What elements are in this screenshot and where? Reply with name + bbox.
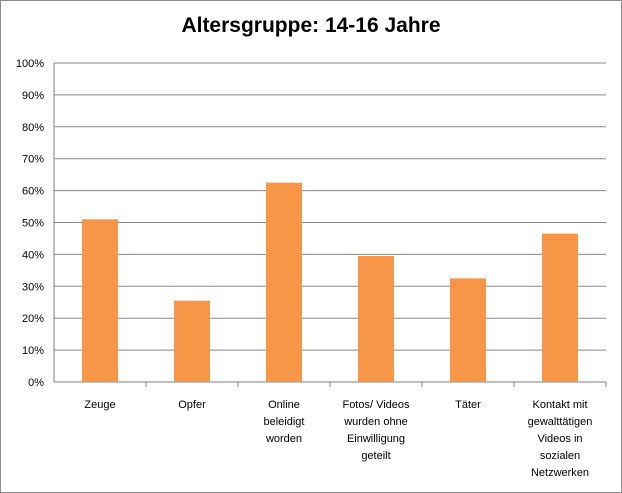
x-tick-label-line: Online xyxy=(268,399,300,411)
y-tick-label: 40% xyxy=(22,249,44,261)
x-tick-label-line: wurden ohne xyxy=(343,416,408,428)
x-tick-label-line: sozialen xyxy=(540,450,580,462)
x-tick-label-line: geteilt xyxy=(361,450,390,462)
y-tick-label: 30% xyxy=(22,281,44,293)
x-tick-label-line: Opfer xyxy=(178,399,206,411)
y-tick-label: 70% xyxy=(22,154,44,166)
y-tick-label: 80% xyxy=(22,122,44,134)
bar xyxy=(358,255,394,382)
y-tick-label: 20% xyxy=(22,313,44,325)
x-tick-label-line: beleidigt xyxy=(264,416,305,428)
x-tick-label: Kontakt mit gewalttätigen Videos in soziale… xyxy=(528,399,593,479)
bar xyxy=(542,233,578,382)
x-tick-label-line: Täter xyxy=(455,399,481,411)
x-tick-label-line: Netzwerken xyxy=(531,467,589,479)
x-tick-label-line: Zeuge xyxy=(84,399,115,411)
bar xyxy=(82,219,118,382)
x-tick-label: Zeuge xyxy=(84,399,115,411)
x-tick-label: Täter xyxy=(455,399,481,411)
x-tick-label-line: Einwilligung xyxy=(347,433,405,445)
chart-title: Altersgruppe: 14-16 Jahre xyxy=(181,14,441,37)
y-tick-label: 90% xyxy=(22,90,44,102)
y-tick-label: 100% xyxy=(16,58,44,70)
y-tick-label: 0% xyxy=(28,377,44,389)
x-tick-label: Fotos/ Videos wurden ohne Einwilligung gete… xyxy=(342,399,410,462)
y-tick-label: 50% xyxy=(22,218,44,230)
x-tick-label-line: Videos in xyxy=(537,433,582,445)
bar xyxy=(266,182,302,382)
bar xyxy=(174,300,210,382)
x-tick-label: Online beleidigt worden xyxy=(264,399,305,445)
x-tick-label-line: Fotos/ Videos xyxy=(342,399,410,411)
y-tick-label: 60% xyxy=(22,186,44,198)
y-tick-label: 10% xyxy=(22,345,44,357)
x-tick-label: Opfer xyxy=(178,399,206,411)
x-tick-label-line: Kontakt mit xyxy=(532,399,587,411)
x-tick-label-line: gewalttätigen xyxy=(528,416,593,428)
x-tick-label-line: worden xyxy=(265,433,302,445)
bar xyxy=(450,278,486,382)
